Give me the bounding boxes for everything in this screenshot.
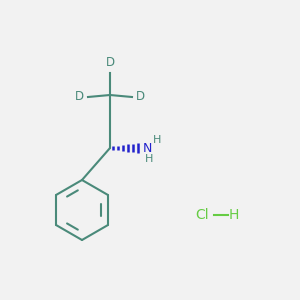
Text: D: D <box>136 91 145 103</box>
Text: Cl: Cl <box>195 208 208 222</box>
Text: D: D <box>105 56 115 69</box>
Text: D: D <box>75 91 84 103</box>
Text: H: H <box>145 154 153 164</box>
Text: H: H <box>153 135 161 145</box>
Text: H: H <box>229 208 239 222</box>
Text: N: N <box>143 142 152 154</box>
